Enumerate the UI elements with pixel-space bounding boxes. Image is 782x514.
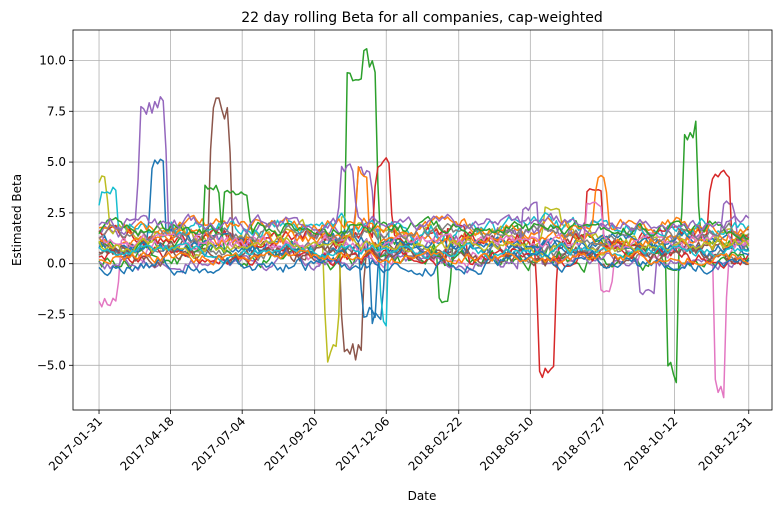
x-tick-label: 2017-07-04: [189, 414, 248, 473]
series-line: [98, 48, 750, 384]
y-tick-label: 0.0: [47, 257, 66, 271]
x-tick-label: 2018-05-10: [477, 414, 536, 473]
y-tick-label: 5.0: [47, 155, 66, 169]
series-line: [98, 219, 750, 246]
x-tick-label: 2018-02-22: [406, 414, 465, 473]
y-tick-label: −2.5: [37, 307, 66, 321]
series-line: [98, 163, 750, 235]
x-tick-label: 2017-09-20: [262, 414, 321, 473]
y-tick-label: 2.5: [47, 206, 66, 220]
y-axis-label: Estimated Beta: [10, 174, 24, 266]
x-tick-label: 2017-01-31: [46, 414, 105, 473]
series-layer: [98, 48, 750, 399]
y-tick-label: 7.5: [47, 104, 66, 118]
y-tick-label: −5.0: [37, 358, 66, 372]
y-tick-label: 10.0: [39, 53, 66, 67]
series-line: [99, 249, 750, 266]
x-tick-label: 2018-07-27: [550, 414, 609, 473]
x-tick-label: 2018-10-12: [621, 414, 680, 473]
series-line: [98, 201, 750, 254]
x-axis-label: Date: [408, 489, 437, 503]
x-tick-label: 2017-12-06: [333, 414, 392, 473]
series-line: [98, 250, 750, 277]
x-tick-label: 2017-04-18: [118, 414, 177, 473]
plot-frame: [72, 29, 773, 411]
series-line: [98, 242, 749, 265]
series-line: [98, 174, 750, 242]
chart-title: 22 day rolling Beta for all companies, c…: [241, 10, 602, 26]
series-line: [98, 201, 750, 296]
x-tick-label: 2018-12-31: [696, 414, 755, 473]
